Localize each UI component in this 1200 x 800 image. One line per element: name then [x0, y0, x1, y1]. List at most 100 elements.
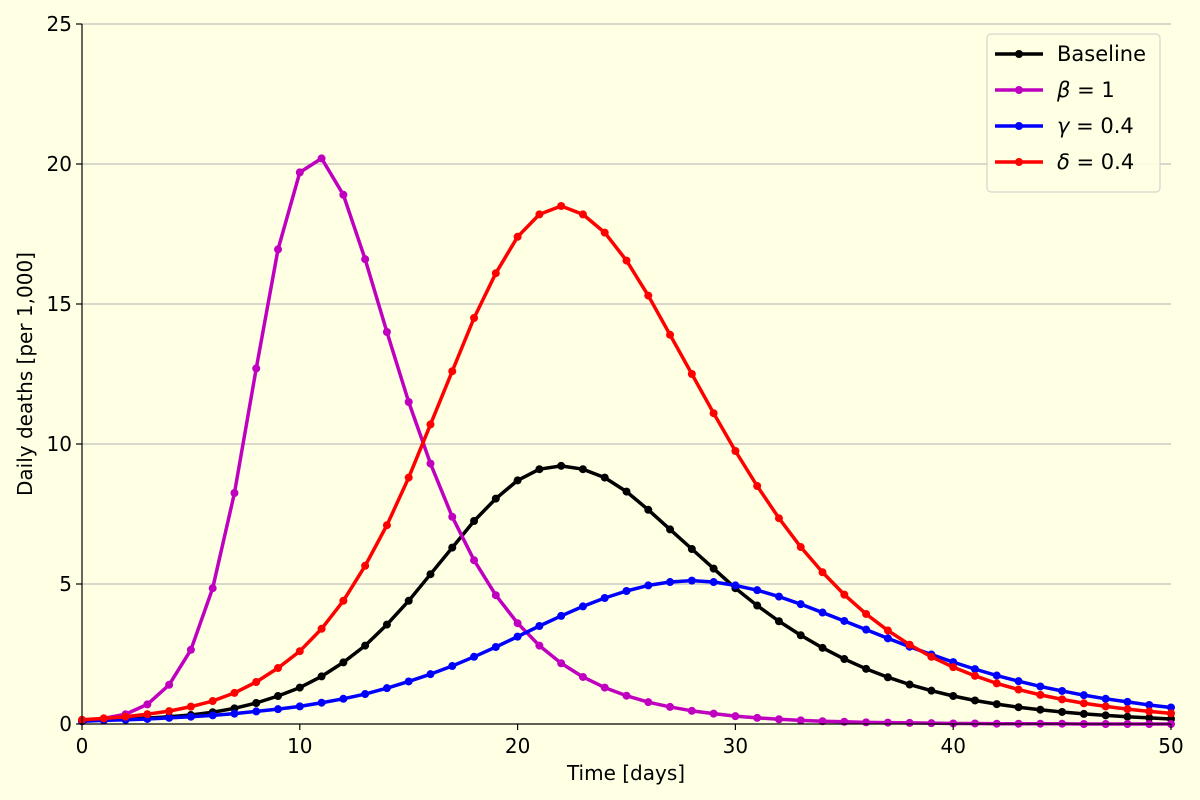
data-point	[557, 611, 566, 620]
data-point	[927, 652, 936, 661]
x-tick-label: 30	[723, 734, 748, 758]
data-point	[339, 190, 348, 199]
data-point	[186, 702, 195, 711]
data-point	[186, 712, 195, 721]
data-point	[513, 619, 522, 628]
series-layer	[78, 154, 1175, 728]
legend-swatch-marker	[1015, 50, 1023, 58]
legend-item: γ = 0.4	[995, 114, 1134, 138]
data-point	[796, 543, 805, 552]
y-tick-label: 15	[47, 292, 72, 316]
data-point	[622, 587, 631, 595]
data-point	[905, 640, 914, 649]
data-point	[382, 328, 391, 336]
data-point	[295, 683, 304, 692]
data-point	[1014, 677, 1023, 686]
data-point	[230, 688, 239, 697]
y-tick-label: 0	[59, 712, 72, 736]
data-point	[361, 641, 370, 650]
data-point	[252, 707, 261, 716]
data-point	[361, 255, 370, 264]
data-point	[862, 609, 871, 618]
legend-swatch-marker	[1015, 158, 1023, 166]
data-point	[1145, 707, 1154, 716]
data-point	[753, 482, 762, 490]
data-point	[600, 228, 609, 237]
data-point	[1123, 712, 1132, 721]
data-point	[230, 489, 239, 497]
data-point	[557, 202, 566, 210]
data-point	[840, 590, 849, 599]
y-tick-label: 10	[47, 432, 72, 456]
data-point	[774, 617, 783, 626]
data-point	[883, 673, 892, 682]
legend-item: β = 1	[995, 78, 1115, 102]
data-point	[709, 564, 718, 573]
data-point	[927, 719, 936, 728]
data-point	[578, 210, 587, 219]
series-3	[78, 202, 1175, 724]
y-tick-label: 25	[47, 12, 72, 36]
data-point	[1036, 690, 1045, 699]
data-point	[339, 596, 348, 605]
series-line	[81, 156, 1171, 726]
data-point	[796, 600, 805, 609]
data-point	[992, 671, 1001, 680]
data-point	[1123, 705, 1132, 714]
series-2	[78, 576, 1175, 726]
data-point	[883, 626, 892, 635]
data-point	[557, 659, 566, 668]
data-point	[578, 465, 587, 474]
data-point	[818, 568, 827, 577]
data-point	[404, 677, 413, 686]
data-point	[404, 398, 413, 406]
data-point	[862, 664, 871, 673]
data-point	[687, 545, 696, 553]
legend-symbol: δ	[1057, 150, 1070, 174]
legend-series-name: Baseline	[1057, 42, 1146, 66]
data-point	[208, 711, 217, 720]
data-point	[840, 655, 849, 664]
data-point	[774, 514, 783, 523]
data-point	[970, 665, 979, 674]
data-point	[535, 210, 544, 219]
data-point	[513, 232, 522, 241]
data-point	[905, 718, 914, 727]
data-point	[317, 698, 326, 707]
data-point	[1167, 703, 1175, 712]
data-point	[927, 686, 936, 695]
data-point	[295, 168, 304, 177]
data-point	[862, 625, 871, 634]
data-point	[949, 663, 958, 672]
data-point	[687, 576, 696, 585]
data-point	[992, 679, 1001, 688]
x-tick-label: 10	[287, 734, 312, 758]
data-point	[1079, 691, 1088, 700]
data-point	[143, 710, 152, 719]
data-point	[1058, 695, 1067, 704]
data-point	[731, 447, 740, 455]
data-point	[796, 631, 805, 640]
y-tick-label: 5	[59, 572, 72, 596]
data-point	[186, 645, 195, 654]
legend-value: = 1	[1070, 78, 1114, 102]
data-point	[687, 706, 696, 715]
data-point	[513, 632, 522, 641]
data-point	[731, 712, 740, 721]
legend-symbol: β	[1056, 78, 1070, 102]
data-point	[165, 707, 174, 716]
data-point	[796, 716, 805, 725]
legend-label: Baseline	[1057, 42, 1146, 66]
data-point	[1145, 700, 1154, 709]
data-point	[535, 465, 544, 474]
legend-label: γ = 0.4	[1057, 114, 1134, 138]
data-point	[666, 578, 675, 587]
data-point	[274, 245, 283, 254]
data-point	[208, 584, 217, 593]
data-point	[818, 643, 827, 652]
data-point	[274, 692, 283, 700]
data-point	[295, 702, 304, 711]
data-point	[382, 521, 391, 530]
